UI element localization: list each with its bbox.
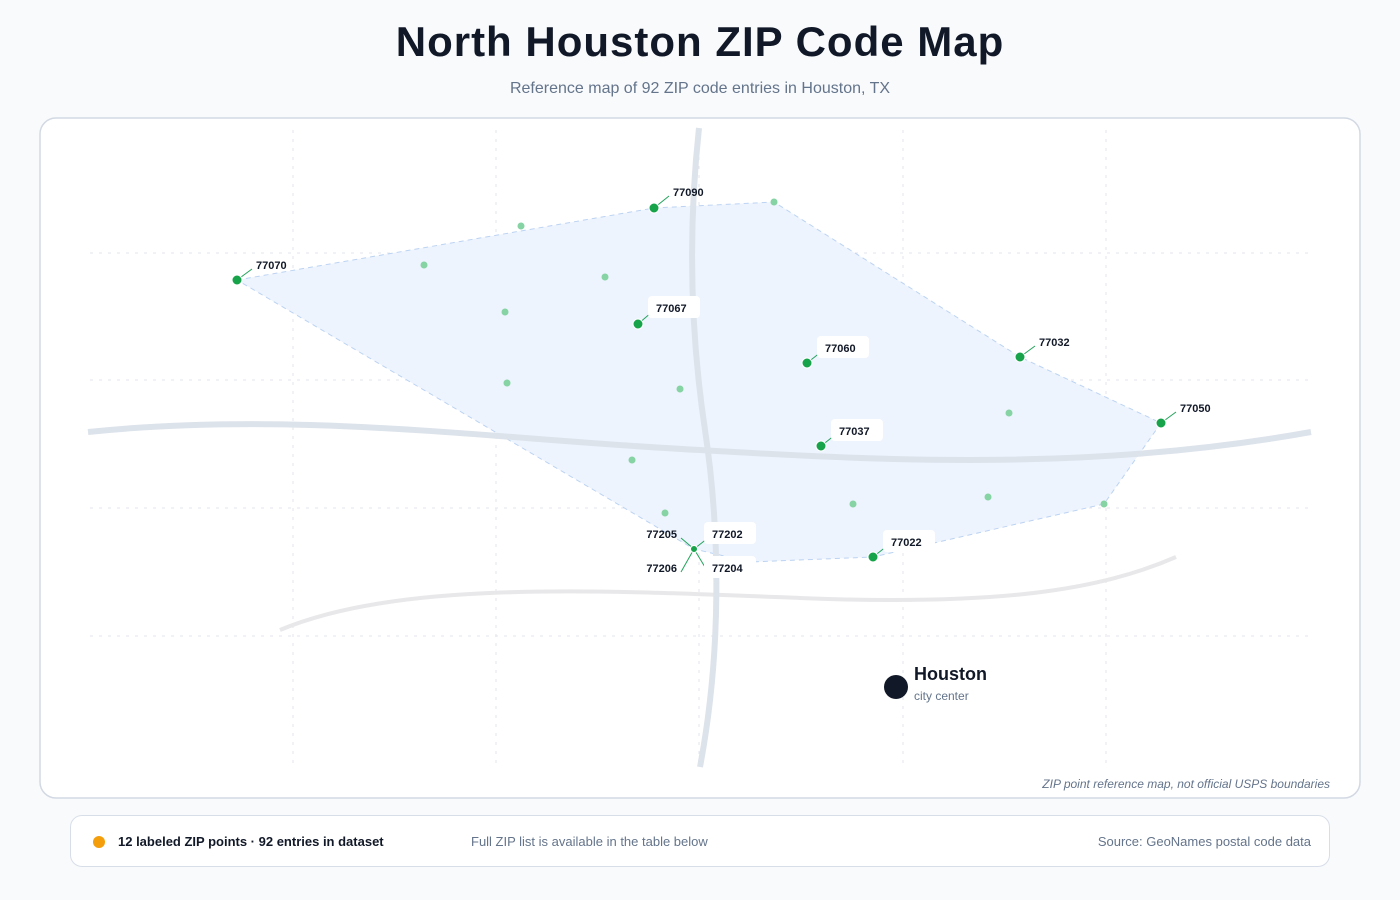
zip-point [849, 500, 857, 508]
zip-label: 77205 [646, 529, 677, 541]
zip-label: 77032 [1039, 337, 1070, 349]
zip-point [1155, 417, 1167, 429]
zip-label: 77204 [712, 563, 743, 575]
zip-point [867, 551, 879, 563]
zip-label: 77090 [673, 187, 704, 199]
label-box [704, 556, 756, 578]
zip-point [420, 261, 428, 269]
zip-label: 77202 [712, 529, 743, 541]
zip-point [690, 545, 698, 553]
subtitle: Reference map of 92 ZIP code entries in … [509, 80, 891, 97]
zip-point [661, 509, 669, 517]
zip-point [517, 222, 525, 230]
points: 77090 77070 77067 77060 77032 77050 77037 77022… [231, 187, 1211, 578]
footer-hint: Full ZIP list is available in the table … [471, 834, 708, 849]
road [87, 421, 1312, 463]
zip-point [1005, 409, 1013, 417]
zip-point [632, 318, 644, 330]
city-name: Houston [914, 664, 987, 684]
zip-point [801, 357, 813, 369]
road [279, 555, 1177, 632]
zip-point [231, 274, 243, 286]
footer-source: Source: GeoNames postal code data [1097, 834, 1311, 849]
zip-label: 77050 [1180, 403, 1211, 415]
label-box [648, 296, 700, 318]
label-box [704, 522, 756, 544]
zip-label: 77206 [646, 563, 677, 575]
zip-point [648, 202, 660, 214]
city-marker [884, 675, 908, 699]
zip-point [628, 456, 636, 464]
footer-summary: 12 labeled ZIP points · 92 entries in da… [118, 834, 384, 849]
label-box [883, 530, 935, 552]
legend-dot [93, 836, 105, 848]
zip-label: 77037 [839, 426, 870, 438]
city-subtitle: city center [914, 689, 969, 703]
zip-point [601, 273, 609, 281]
map-note: ZIP point reference map, not official US… [1041, 777, 1330, 791]
zip-point [815, 440, 827, 452]
road [689, 127, 720, 768]
zip-point [503, 379, 511, 387]
zip-point [770, 198, 778, 206]
zip-label: 77070 [256, 260, 287, 272]
zip-point [984, 493, 992, 501]
footer: 12 labeled ZIP points · 92 entries in da… [70, 815, 1330, 867]
zip-label: 77060 [825, 343, 856, 355]
zip-label: 77022 [891, 537, 922, 549]
zip-label: 77067 [656, 303, 687, 315]
zip-point [676, 385, 684, 393]
leader [680, 548, 695, 573]
zip-point [1100, 500, 1108, 508]
zip-point [501, 308, 509, 316]
zip-point [1014, 351, 1026, 363]
label-box [817, 336, 869, 358]
label-box [831, 419, 883, 441]
title: North Houston ZIP Code Map [395, 18, 1005, 65]
